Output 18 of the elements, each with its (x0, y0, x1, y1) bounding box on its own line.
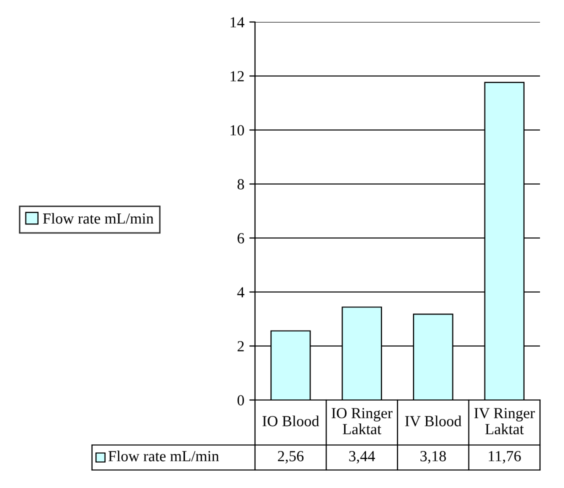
x-tick-label: IO Blood (262, 416, 320, 426)
text: Flow rate mL/min (42, 212, 154, 224)
data-label: 2,56 (278, 451, 304, 464)
y-tick-label: 8 (238, 179, 244, 190)
data-label: 3,18 (420, 451, 446, 464)
data-label: 3,44 (349, 451, 376, 464)
data-label: 11,76 (488, 451, 521, 464)
y-tick-label: 12 (230, 71, 244, 82)
legend-label: Flow rate mL/min (108, 450, 219, 462)
y-tick-label: 0 (238, 395, 244, 406)
y-tick-label: 14 (230, 17, 244, 28)
y-tick-label: 2 (238, 341, 244, 352)
x-tick-label: IO Ringer Laktat (332, 408, 392, 434)
y-tick-label: 10 (230, 125, 244, 136)
x-tick-label: IV Ringer Laktat (474, 408, 535, 434)
x-tick-label: IV Blood (405, 416, 462, 426)
y-tick-label: 4 (237, 287, 244, 298)
y-tick-label: 6 (238, 233, 244, 244)
